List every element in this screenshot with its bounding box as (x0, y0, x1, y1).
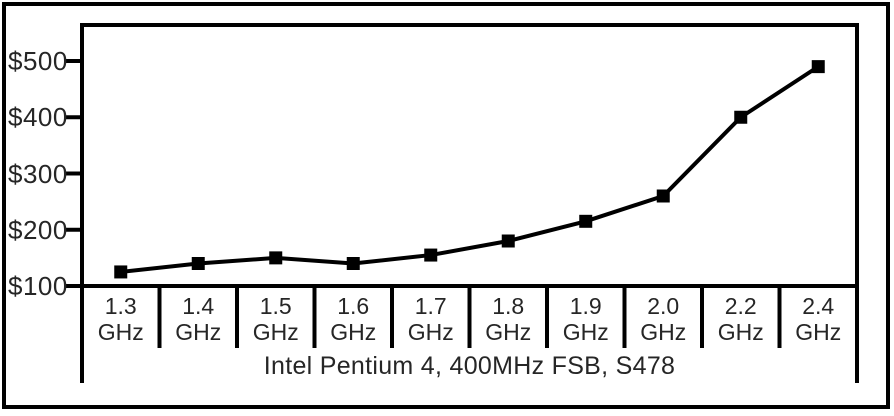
category-unit: GHz (562, 319, 609, 345)
x-category-label: 1.8 GHz (470, 293, 548, 345)
price-line (120, 64, 820, 274)
x-category-label: 1.6 GHz (315, 293, 393, 345)
x-category-label: 1.9 GHz (547, 293, 625, 345)
category-value: 1.4 (182, 293, 215, 319)
category-value: 1.9 (569, 293, 602, 319)
x-category-label: 2.4 GHz (780, 293, 858, 345)
category-unit: GHz (175, 319, 222, 345)
data-point-marker (734, 110, 748, 124)
category-value: 2.0 (647, 293, 680, 319)
category-unit: GHz (485, 319, 532, 345)
y-tick-label: $100 (8, 271, 68, 301)
category-value: 2.4 (802, 293, 835, 319)
category-unit: GHz (252, 319, 299, 345)
data-point-marker (269, 251, 283, 265)
y-tick-label: $300 (8, 158, 68, 189)
x-category-label: 1.4 GHz (160, 293, 238, 345)
data-point-marker (346, 257, 360, 270)
category-unit: GHz (640, 319, 687, 345)
data-point-marker (114, 265, 128, 279)
data-point-marker (191, 257, 205, 270)
category-unit: GHz (795, 319, 842, 345)
y-tick-label: $200 (8, 214, 68, 245)
category-value: 1.7 (414, 293, 447, 319)
x-category-label: 1.3 GHz (82, 293, 160, 345)
plot-border (80, 23, 859, 383)
category-value: 1.5 (259, 293, 292, 319)
category-value: 1.6 (337, 293, 370, 319)
x-category-label: 1.7 GHz (392, 293, 470, 345)
data-point-marker (579, 214, 593, 228)
category-value: 1.3 (104, 293, 137, 319)
category-value: 1.8 (492, 293, 525, 319)
category-unit: GHz (330, 319, 377, 345)
category-unit: GHz (717, 319, 764, 345)
x-axis-title: Intel Pentium 4, 400MHz FSB, S478 (263, 352, 676, 380)
x-category-label: 2.2 GHz (702, 293, 780, 345)
data-point-marker (656, 189, 670, 203)
y-tick-label: $400 (8, 102, 68, 133)
y-tick-label: $500 (8, 46, 68, 76)
data-point-marker (501, 234, 515, 248)
category-unit: GHz (97, 319, 144, 345)
data-point-marker (811, 60, 825, 74)
category-unit: GHz (407, 319, 454, 345)
category-value: 2.2 (724, 293, 757, 319)
x-category-label: 2.0 GHz (625, 293, 703, 345)
data-point-marker (424, 248, 438, 262)
x-category-label: 1.5 GHz (237, 293, 315, 345)
